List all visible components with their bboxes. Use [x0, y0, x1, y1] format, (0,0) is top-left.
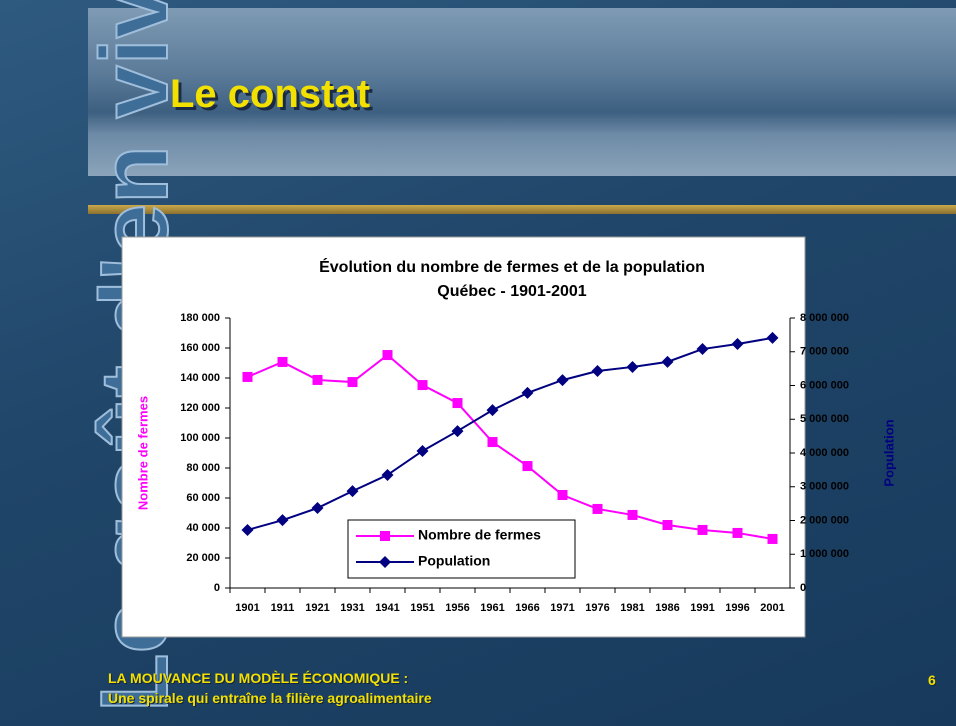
x-tick-label: 1971 [550, 602, 574, 614]
data-point [626, 360, 639, 373]
data-point [382, 350, 393, 361]
legend-marker [380, 531, 390, 541]
data-point [556, 374, 569, 387]
y2-tick-label: 2 000 000 [800, 514, 849, 526]
x-tick-label: 1986 [655, 602, 679, 614]
y2-tick-label: 4 000 000 [800, 447, 849, 459]
data-point [696, 343, 709, 356]
y-tick-label: 160 000 [180, 342, 220, 354]
data-point [416, 444, 429, 457]
data-point [732, 527, 743, 538]
legend-box [347, 519, 576, 579]
legend-marker [379, 556, 391, 568]
y2-axis-label: Population [881, 419, 896, 486]
y-tick-label: 120 000 [180, 402, 220, 414]
banner-image [88, 8, 956, 176]
data-point [627, 509, 638, 520]
data-point [487, 437, 498, 448]
data-point [241, 523, 254, 536]
x-tick-label: 1941 [375, 602, 399, 614]
legend-label: Population [418, 553, 490, 569]
data-point [242, 371, 253, 382]
y-tick-label: 140 000 [180, 372, 220, 384]
data-point [592, 503, 603, 514]
data-point [311, 502, 324, 515]
y2-tick-label: 8 000 000 [800, 312, 849, 324]
slide-title: Le constat [170, 72, 371, 116]
y-axis-label: Nombre de fermes [135, 396, 150, 510]
series-line [247, 336, 773, 531]
data-point [767, 533, 778, 544]
y-tick-label: 0 [214, 582, 220, 594]
data-point [486, 404, 499, 417]
x-tick-label: 1996 [725, 602, 749, 614]
data-point [591, 364, 604, 377]
x-tick-label: 1976 [585, 602, 609, 614]
x-tick-label: 1931 [340, 602, 364, 614]
data-point [346, 485, 359, 498]
page-number: 6 [928, 672, 936, 688]
y2-tick-label: 5 000 000 [800, 413, 849, 425]
footer-line: LA MOUVANCE DU MODÈLE ÉCONOMIQUE : [108, 670, 409, 686]
x-tick-label: 1961 [480, 602, 504, 614]
x-tick-label: 1951 [410, 602, 434, 614]
data-point [766, 331, 779, 344]
data-point [522, 461, 533, 472]
x-tick-label: 1966 [515, 602, 539, 614]
data-point [312, 374, 323, 385]
y-tick-label: 40 000 [186, 522, 220, 534]
x-tick-label: 1921 [305, 602, 329, 614]
legend-label: Nombre de fermes [418, 527, 541, 543]
data-point [697, 524, 708, 535]
y2-tick-label: 0 [800, 582, 806, 594]
x-tick-label: 1981 [620, 602, 644, 614]
x-tick-label: 1911 [271, 602, 295, 614]
data-point [451, 425, 464, 438]
data-point [452, 398, 463, 409]
y-tick-label: 80 000 [186, 462, 220, 474]
footer-line: Une spirale qui entraîne la filière agro… [108, 690, 432, 706]
y-tick-label: 100 000 [180, 432, 220, 444]
data-point [662, 520, 673, 530]
y-tick-label: 20 000 [186, 552, 220, 564]
y2-tick-label: 7 000 000 [800, 346, 849, 358]
gold-bar [88, 205, 956, 214]
y2-tick-label: 3 000 000 [800, 481, 849, 493]
data-point [347, 377, 358, 388]
data-point [276, 514, 289, 527]
y2-tick-label: 1 000 000 [800, 548, 849, 560]
y2-tick-label: 6 000 000 [800, 379, 849, 391]
data-point [661, 355, 674, 368]
chart-subtitle: Québec - 1901-2001 [437, 283, 587, 300]
data-point [731, 337, 744, 350]
series-line [247, 353, 773, 540]
data-point [277, 356, 288, 367]
y-tick-label: 60 000 [186, 492, 220, 504]
data-point [417, 380, 428, 391]
x-tick-label: 2001 [760, 602, 784, 614]
data-point [381, 468, 394, 481]
y-tick-label: 180 000 [180, 312, 220, 324]
x-tick-label: 1991 [690, 602, 714, 614]
data-point [557, 490, 568, 500]
data-point [521, 386, 534, 399]
chart-title: Évolution du nombre de fermes et de la p… [319, 257, 705, 276]
x-tick-label: 1956 [445, 602, 469, 614]
x-tick-label: 1901 [235, 602, 259, 614]
